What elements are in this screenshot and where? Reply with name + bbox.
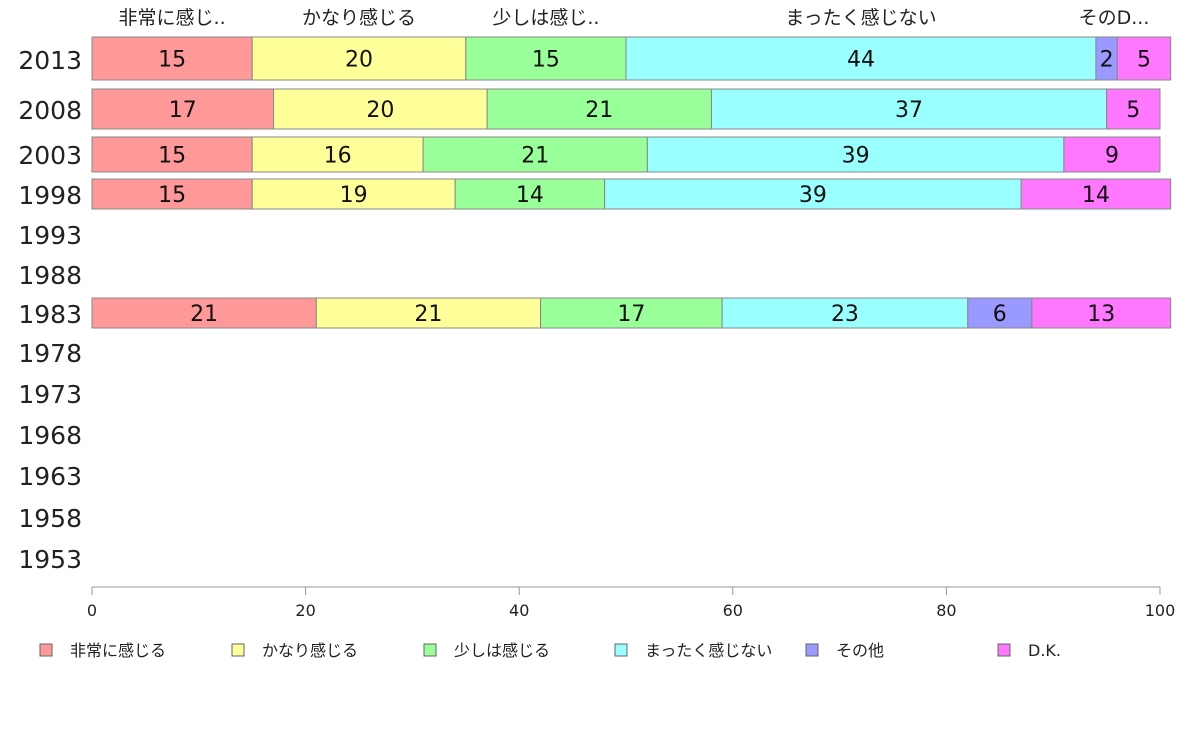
value-label-1998-series-5: 14 <box>1082 183 1110 208</box>
value-label-1983-series-5: 13 <box>1087 302 1115 327</box>
legend-label-4: その他 <box>836 641 884 660</box>
bar-2008-series-2 <box>486 88 712 130</box>
y-label-1998: 1998 <box>18 181 82 210</box>
value-label-1998-series-1: 19 <box>340 183 368 208</box>
legend-label-2: 少しは感じる <box>454 641 550 660</box>
y-label-1958: 1958 <box>18 504 82 533</box>
value-label-2003-series-5: 9 <box>1105 144 1119 169</box>
bar-2003-series-5 <box>1063 136 1161 173</box>
bar-2003-series-0 <box>91 136 253 173</box>
bar-2003-series-2 <box>422 136 648 173</box>
bar-1998-series-5 <box>1020 178 1172 210</box>
legend-swatch-1 <box>231 643 245 657</box>
value-label-2008-series-1: 20 <box>366 98 394 123</box>
x-tick-label-20: 20 <box>295 601 315 620</box>
value-label-2008-series-3: 37 <box>895 98 923 123</box>
top-label-series-5: そのD... <box>1079 7 1150 29</box>
bar-1983-series-1 <box>315 297 542 329</box>
value-label-2003-series-3: 39 <box>842 144 870 169</box>
bar-2013-series-5 <box>1116 36 1172 81</box>
bar-1983-series-5 <box>1031 297 1172 329</box>
legend-swatch-2 <box>423 643 437 657</box>
value-label-1983-series-0: 21 <box>190 302 218 327</box>
bar-1998-series-0 <box>91 178 253 210</box>
value-label-2013-series-3: 44 <box>847 48 875 73</box>
value-label-1983-series-3: 23 <box>831 302 859 327</box>
y-axis-labels: 2013 2008 2003 1998 1993 1988 1983 1978 1973 1968… <box>18 46 82 574</box>
value-label-2013-series-1: 20 <box>345 48 373 73</box>
value-label-2008-series-5: 5 <box>1126 98 1140 123</box>
y-label-1993: 1993 <box>18 221 82 250</box>
x-tick-label-80: 80 <box>936 601 956 620</box>
y-label-1988: 1988 <box>18 261 82 290</box>
legend-swatch-3 <box>614 643 628 657</box>
x-tick-label-40: 40 <box>509 601 529 620</box>
bar-2003-series-1 <box>251 136 424 173</box>
bar-2008-series-1 <box>273 88 488 130</box>
y-label-1983: 1983 <box>18 300 82 329</box>
legend-label-3: まったく感じない <box>645 641 772 660</box>
bar-1983-series-3 <box>721 297 969 329</box>
legend-swatch-5 <box>997 643 1011 657</box>
y-label-1973: 1973 <box>18 380 82 409</box>
y-label-2008: 2008 <box>18 96 82 125</box>
value-label-2013-series-0: 15 <box>158 48 186 73</box>
y-label-1953: 1953 <box>18 545 82 574</box>
bar-2008-series-5 <box>1106 88 1161 130</box>
bar-2013-series-2 <box>465 36 627 81</box>
top-label-series-3: まったく感じない <box>785 7 936 29</box>
bar-1998-series-3 <box>604 178 1022 210</box>
value-label-2003-series-0: 15 <box>158 144 186 169</box>
y-label-1963: 1963 <box>18 462 82 491</box>
value-label-1998-series-2: 14 <box>516 183 544 208</box>
value-label-1998-series-0: 15 <box>158 183 186 208</box>
value-label-2013-series-4: 2 <box>1100 48 1114 73</box>
value-label-1998-series-3: 39 <box>799 183 827 208</box>
value-label-1983-series-1: 21 <box>414 302 442 327</box>
x-tick-label-100: 100 <box>1145 601 1176 620</box>
y-label-2003: 2003 <box>18 141 82 170</box>
value-label-2013-series-2: 15 <box>532 48 560 73</box>
top-label-series-0: 非常に感じ.. <box>119 7 226 29</box>
legend-label-5: D.K. <box>1028 641 1061 660</box>
legend-label-1: かなり感じる <box>262 641 358 660</box>
top-labels: 非常に感じ.. かなり感じる 少しは感じ.. まったく感じない そのD... <box>119 7 1150 29</box>
bar-2003-series-3 <box>646 136 1065 173</box>
top-label-series-1: かなり感じる <box>302 7 416 29</box>
bar-2013-series-3 <box>625 36 1097 81</box>
value-label-1983-series-2: 17 <box>617 302 645 327</box>
bar-1983-series-4 <box>967 297 1033 329</box>
bar-1998-series-2 <box>454 178 606 210</box>
bars: 15 20 15 44 2 5 17 20 21 37 5 15 16 21 39 9 15 19 14 39 14 21… <box>91 36 1172 329</box>
bar-2013-series-1 <box>251 36 467 81</box>
value-label-2003-series-1: 16 <box>324 144 352 169</box>
legend-swatch-4 <box>805 643 819 657</box>
y-label-1978: 1978 <box>18 339 82 368</box>
bar-1998-series-1 <box>251 178 456 210</box>
bar-2008-series-3 <box>710 88 1108 130</box>
legend: 非常に感じる かなり感じる 少しは感じる まったく感じない その他 D.K. <box>39 641 1061 660</box>
bar-2008-series-0 <box>91 88 275 130</box>
bar-1983-series-0 <box>91 297 317 329</box>
bar-2013-series-0 <box>91 36 253 81</box>
legend-label-0: 非常に感じる <box>70 641 166 660</box>
value-label-2013-series-5: 5 <box>1137 48 1151 73</box>
value-label-2003-series-2: 21 <box>521 144 549 169</box>
bar-1983-series-2 <box>540 297 723 329</box>
x-tick-label-60: 60 <box>723 601 743 620</box>
x-axis: 0 20 40 60 80 100 <box>87 586 1176 620</box>
y-label-1968: 1968 <box>18 421 82 450</box>
x-tick-label-0: 0 <box>87 601 97 620</box>
value-label-2008-series-0: 17 <box>169 98 197 123</box>
value-label-2008-series-2: 21 <box>585 98 613 123</box>
y-label-2013: 2013 <box>18 46 82 75</box>
top-label-series-2: 少しは感じ.. <box>492 7 599 29</box>
legend-swatch-0 <box>39 643 53 657</box>
value-label-1983-series-4: 6 <box>993 302 1007 327</box>
